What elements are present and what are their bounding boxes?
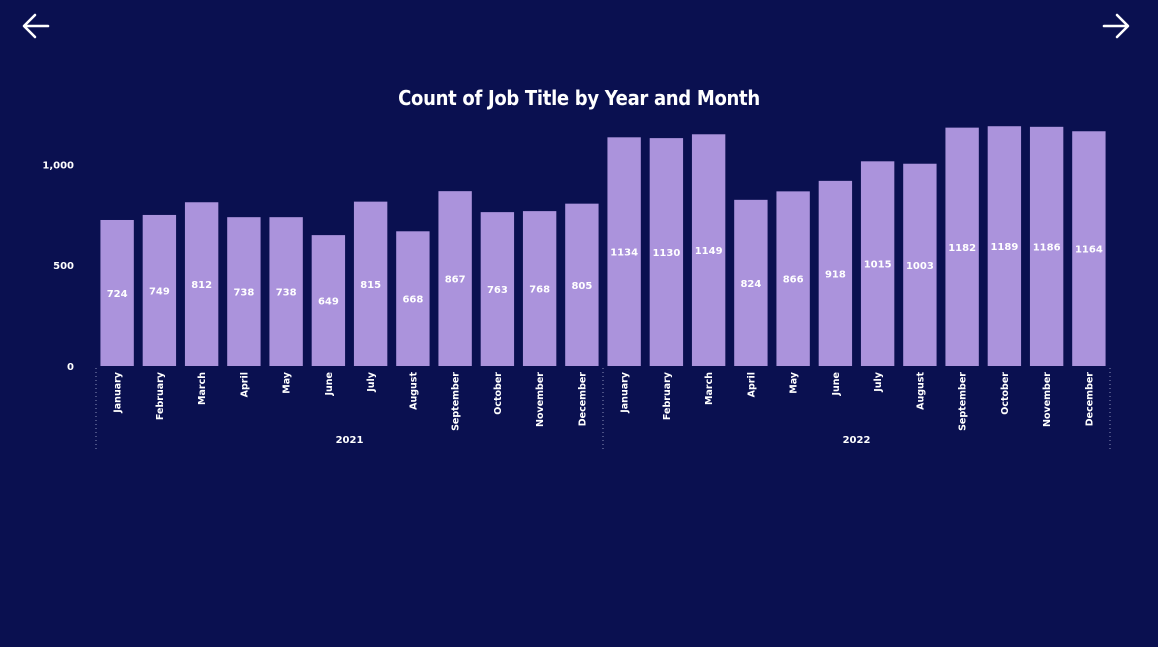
bar-value-label: 738 <box>276 288 297 299</box>
bar-value-label: 1149 <box>695 246 723 257</box>
x-tick-label: November <box>1042 372 1053 427</box>
y-tick-label: 1,000 <box>42 160 74 171</box>
y-tick-label: 0 <box>67 362 74 373</box>
x-tick-label: December <box>577 372 588 427</box>
bar-value-label: 866 <box>783 275 804 286</box>
bar-value-label: 1003 <box>906 261 934 272</box>
x-tick-label: February <box>662 371 673 420</box>
bar-value-label: 812 <box>191 280 212 291</box>
bar-value-label: 1015 <box>864 260 892 271</box>
x-tick-label: July <box>873 371 884 393</box>
year-label: 2021 <box>336 435 364 446</box>
bar-value-label: 815 <box>360 280 381 291</box>
bar-value-label: 1130 <box>652 248 680 259</box>
bar-value-label: 918 <box>825 269 846 280</box>
y-tick-label: 500 <box>53 261 74 272</box>
x-tick-label: August <box>408 372 419 410</box>
bar-value-label: 1164 <box>1075 245 1103 256</box>
bar-value-label: 1189 <box>990 242 1018 253</box>
bar-value-label: 738 <box>233 288 254 299</box>
bar-value-label: 668 <box>402 295 423 306</box>
x-tick-label: June <box>831 372 842 397</box>
bar-value-label: 1134 <box>610 248 638 259</box>
bar-value-label: 805 <box>571 281 592 292</box>
bar-value-label: 867 <box>445 275 466 286</box>
bar-value-label: 1186 <box>1033 242 1061 253</box>
bar-value-label: 763 <box>487 285 508 296</box>
x-tick-label: October <box>1000 372 1011 415</box>
x-tick-label: March <box>704 372 715 405</box>
x-tick-label: May <box>282 371 293 394</box>
x-tick-label: September <box>958 372 969 431</box>
x-tick-label: January <box>620 371 631 414</box>
x-tick-label: July <box>366 371 377 393</box>
x-tick-label: October <box>493 372 504 415</box>
bar-value-label: 1182 <box>948 243 976 254</box>
bar-value-label: 749 <box>149 286 170 297</box>
bar-value-label: 824 <box>740 279 761 290</box>
bar-value-label: 649 <box>318 297 339 308</box>
x-tick-label: June <box>324 372 335 397</box>
x-tick-label: August <box>915 372 926 410</box>
bar-value-label: 768 <box>529 285 550 296</box>
x-tick-label: April <box>746 372 757 397</box>
x-tick-label: March <box>197 372 208 405</box>
year-label: 2022 <box>843 435 871 446</box>
x-tick-label: April <box>239 372 250 397</box>
x-tick-label: September <box>451 372 462 431</box>
x-tick-label: February <box>155 371 166 420</box>
bar-value-label: 724 <box>107 289 128 300</box>
x-tick-label: December <box>1084 372 1095 427</box>
x-tick-label: November <box>535 372 546 427</box>
x-tick-label: May <box>789 371 800 394</box>
x-tick-label: January <box>113 371 124 414</box>
